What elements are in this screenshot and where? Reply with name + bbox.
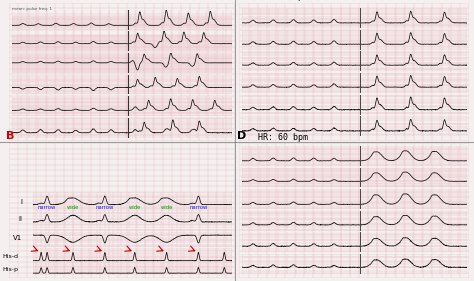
Text: wide: wide bbox=[67, 205, 79, 210]
Text: wide: wide bbox=[128, 205, 141, 210]
Text: narrow: narrow bbox=[96, 205, 114, 210]
Text: narrow: narrow bbox=[189, 205, 208, 210]
Text: II: II bbox=[18, 216, 22, 222]
Text: wide: wide bbox=[160, 205, 173, 210]
Text: HR: 45 bpm: HR: 45 bpm bbox=[258, 0, 308, 1]
Text: His-d: His-d bbox=[2, 253, 18, 259]
Text: narrow: narrow bbox=[38, 205, 56, 210]
Text: B: B bbox=[6, 131, 15, 140]
Text: V1: V1 bbox=[13, 235, 22, 241]
Text: mean: pulse freq: 1: mean: pulse freq: 1 bbox=[12, 7, 52, 11]
Text: D: D bbox=[237, 131, 246, 140]
Text: His-p: His-p bbox=[2, 267, 18, 272]
Text: HR: 60 bpm: HR: 60 bpm bbox=[258, 133, 308, 142]
Text: I: I bbox=[20, 199, 22, 205]
